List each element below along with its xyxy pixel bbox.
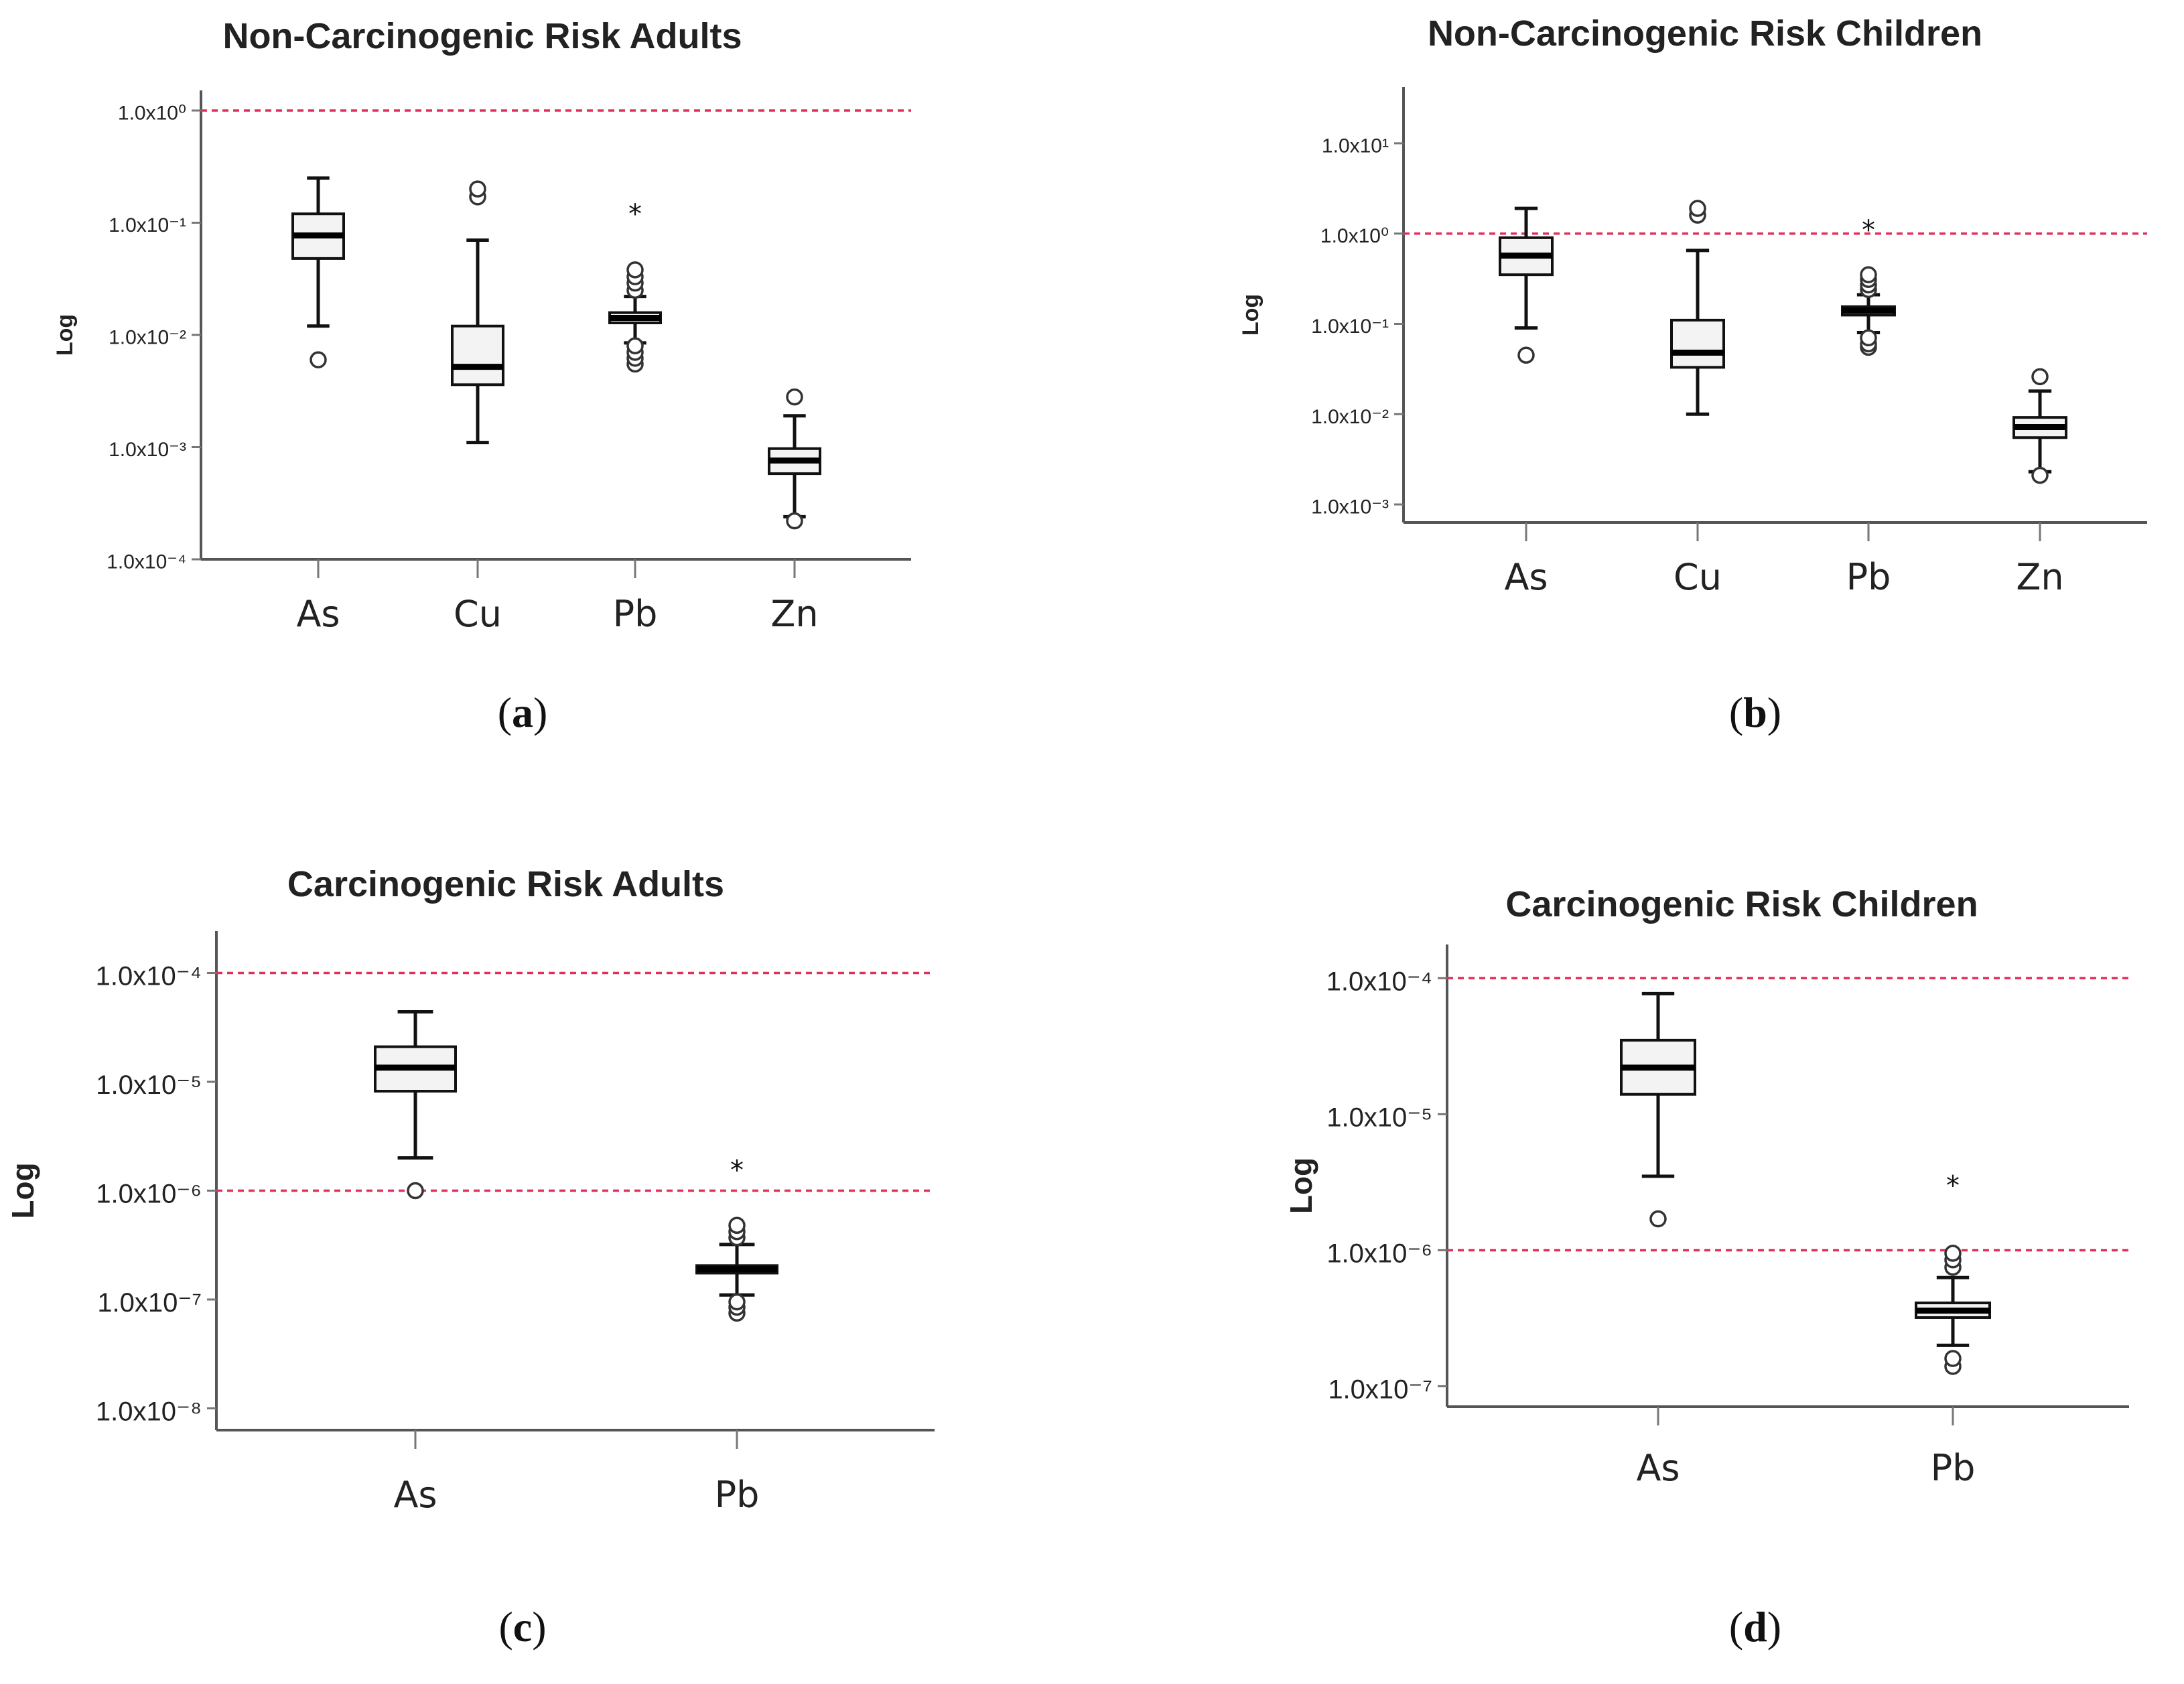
y-axis-label: Log: [1238, 294, 1264, 336]
chart-title: Carcinogenic Risk Adults: [287, 864, 724, 904]
outlier-point: [1860, 266, 1877, 283]
y-tick-label: 1.0x10⁻⁴: [1326, 967, 1432, 996]
box-iqr: [451, 324, 504, 387]
panel-c: Carcinogenic Risk Adults Log 1.0x10⁻⁴ 1.0x1…: [5, 864, 935, 1651]
y-tick-label: 1.0x10⁻⁴: [96, 962, 202, 991]
outlier-point: [786, 512, 803, 530]
panel-caption: (c): [498, 1603, 546, 1651]
category-label: Cu: [454, 593, 502, 635]
category-label: Zn: [770, 593, 818, 635]
y-tick-label: 1.0x10⁻⁵: [96, 1070, 202, 1100]
y-tick-label: 1.0x10⁻¹: [109, 214, 186, 236]
outlier-point: [1689, 200, 1706, 217]
panel-a: Non-Carcinogenic Risk Adults Log 1.0x10⁰ 1.…: [52, 16, 911, 736]
y-tick-label: 1.0x10⁻⁴: [107, 551, 186, 573]
y-tick-label: 1.0x10⁻³: [109, 439, 186, 461]
y-tick-label: 1.0x10⁻⁶: [96, 1180, 202, 1209]
box-As: [1620, 991, 1696, 1228]
outlier-point: [469, 180, 486, 198]
box-As: [291, 176, 345, 368]
outlier-point: [310, 351, 327, 368]
y-tick-label: 1.0x10⁻⁷: [97, 1288, 202, 1318]
y-tick-label: 1.0x10⁻⁵: [1326, 1103, 1432, 1132]
chart-title: Non-Carcinogenic Risk Children: [1428, 13, 1982, 54]
y-tick-label: 1.0x10⁻⁸: [96, 1397, 202, 1427]
outlier-point: [2031, 368, 2049, 386]
box-Cu: [451, 180, 504, 445]
box-As: [1499, 206, 1554, 364]
outlier-point: [1944, 1245, 1962, 1262]
y-tick-label: 1.0x10⁻⁷: [1328, 1375, 1432, 1405]
panel-caption: (d): [1729, 1603, 1781, 1651]
extreme-point: *: [1862, 215, 1875, 246]
extreme-point: *: [628, 199, 642, 230]
category-label: Pb: [1846, 556, 1891, 598]
chart-title: Carcinogenic Risk Children: [1505, 884, 1978, 924]
panel-caption: (b): [1729, 689, 1781, 736]
outlier-point: [626, 261, 644, 279]
outlier-point: [728, 1293, 746, 1311]
box-Cu: [1670, 200, 1725, 416]
y-axis-label: Log: [52, 314, 78, 356]
y-axis-label: Log: [1284, 1157, 1318, 1214]
y-tick-label: 1.0x10⁰: [1320, 225, 1389, 247]
box-Pb: *: [1841, 215, 1896, 356]
category-label: Pb: [613, 593, 658, 635]
y-tick-label: 1.0x10⁻²: [109, 327, 186, 349]
outlier-point: [407, 1182, 424, 1200]
outlier-point: [1944, 1350, 1962, 1367]
outlier-point: [1649, 1210, 1667, 1228]
outlier-point: [1517, 346, 1535, 364]
outlier-point: [2031, 466, 2049, 484]
y-tick-label: 1.0x10⁰: [118, 102, 186, 125]
box-iqr: [1670, 318, 1725, 369]
outlier-point: [626, 337, 644, 354]
panel-d: Carcinogenic Risk Children Log 1.0x10⁻⁴ 1.0…: [1284, 884, 2129, 1651]
y-tick-label: 1.0x10⁻¹: [1311, 315, 1389, 338]
box-Pb: *: [608, 199, 662, 373]
category-label: Pb: [1931, 1447, 1976, 1489]
box-Zn: [2012, 368, 2067, 484]
category-label: As: [296, 593, 340, 635]
category-label: As: [1504, 556, 1548, 598]
outlier-point: [728, 1216, 746, 1235]
category-label: As: [1636, 1447, 1680, 1489]
y-tick-label: 1.0x10⁻⁶: [1326, 1239, 1432, 1268]
extreme-point: *: [730, 1155, 744, 1186]
panel-b: Non-Carcinogenic Risk Children Log 1.0x10¹…: [1238, 13, 2147, 736]
outlier-point: [786, 388, 803, 406]
box-Zn: [768, 388, 821, 530]
box-As: [374, 1009, 457, 1200]
y-tick-label: 1.0x10⁻²: [1311, 406, 1389, 428]
box-Pb: *: [1915, 1171, 1991, 1375]
y-tick-label: 1.0x10⁻³: [1311, 496, 1389, 518]
chart-title: Non-Carcinogenic Risk Adults: [222, 16, 742, 56]
extreme-point: *: [1946, 1171, 1960, 1202]
category-label: As: [393, 1474, 437, 1516]
y-tick-label: 1.0x10¹: [1322, 135, 1389, 157]
outlier-point: [1860, 329, 1877, 347]
category-label: Cu: [1674, 556, 1722, 598]
category-label: Pb: [715, 1474, 760, 1516]
box-Pb: *: [695, 1155, 778, 1322]
category-label: Zn: [2016, 556, 2063, 598]
panel-caption: (a): [498, 689, 548, 736]
y-axis-label: Log: [5, 1162, 40, 1218]
